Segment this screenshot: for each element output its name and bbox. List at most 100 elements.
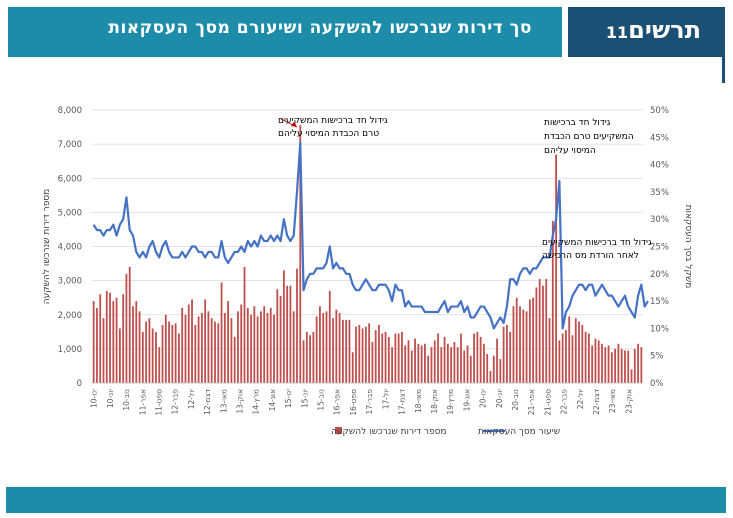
bar: [171, 324, 174, 383]
x-tick-label: פבר-12: [171, 389, 180, 415]
header-accent: [722, 57, 725, 83]
bar: [178, 333, 180, 383]
bar: [368, 323, 371, 383]
bar: [427, 355, 430, 383]
bar: [492, 355, 495, 383]
bar: [191, 299, 193, 383]
bar: [525, 311, 528, 383]
bar: [446, 343, 449, 383]
y-right-tick-label: 35%: [650, 188, 669, 198]
bar: [374, 330, 377, 383]
bar: [197, 316, 200, 383]
x-tick-label: ינו-15: [284, 389, 293, 408]
bar: [92, 301, 95, 383]
x-tick-label: ספט-16: [349, 389, 358, 416]
x-tick-label: דצמ-22: [592, 389, 601, 415]
bar: [214, 321, 216, 383]
bar: [538, 278, 541, 383]
bar: [594, 338, 597, 383]
chart-number-value: 11: [605, 23, 629, 42]
bar: [371, 342, 374, 383]
chart-number-box: תרשים11: [568, 7, 725, 57]
bar: [443, 336, 446, 383]
bar: [328, 290, 331, 383]
x-tick-label: יונ-20: [495, 389, 504, 408]
x-tick-label: אוג-19: [462, 389, 471, 411]
bar: [509, 331, 512, 383]
bar: [138, 311, 141, 383]
y-right-tick-label: 20%: [650, 270, 669, 280]
y-left-tick-label: 3,000: [58, 277, 82, 287]
bar: [364, 326, 367, 383]
bar: [512, 306, 515, 383]
legend: שיעור מסך העסקאות מספר דירות שנרכשו להשקע…: [331, 427, 560, 437]
annotation-text: לאחר הורדת מס הרכישה: [542, 251, 639, 261]
x-tick-label: דצמ-17: [398, 389, 407, 415]
bar: [194, 324, 197, 383]
bar: [184, 314, 187, 383]
bar: [384, 331, 387, 383]
bar: [315, 316, 318, 383]
bar: [263, 306, 266, 383]
annotation-text: גידול חד ברכישות המשקיעים: [542, 238, 652, 248]
y-right-tick-label: 40%: [650, 161, 669, 171]
bar: [401, 331, 403, 383]
legend-line-label: שיעור מסך העסקאות: [478, 427, 560, 437]
bar: [151, 328, 154, 383]
line-series: [92, 141, 649, 330]
bar: [273, 314, 275, 383]
bar: [397, 333, 400, 383]
bar: [551, 220, 554, 383]
bar: [532, 297, 535, 383]
bar: [187, 304, 190, 383]
bar: [574, 318, 577, 383]
y-right-tick-label: 0%: [650, 379, 664, 389]
bar: [207, 311, 210, 383]
y-left-tick-label: 2,000: [58, 311, 82, 321]
bar: [230, 318, 233, 383]
bar: [456, 347, 459, 383]
bar: [565, 330, 567, 383]
y-right-tick-label: 50%: [650, 106, 669, 116]
bar: [161, 324, 164, 383]
bar: [299, 125, 302, 383]
bar-series: [92, 125, 643, 383]
bar: [558, 340, 561, 383]
bar: [253, 306, 256, 383]
investment-share-line: [92, 141, 649, 330]
page-title: סך דירות שנרכשו להשקעה ושיעורם מסך העסקא…: [108, 18, 532, 38]
bar: [105, 290, 108, 383]
x-tick-label: אפר-16: [333, 389, 342, 415]
y-left-tick-label: 0: [77, 379, 82, 389]
bar: [312, 331, 315, 383]
bar: [135, 301, 138, 383]
bar: [473, 333, 475, 383]
y-left-tick-label: 1,000: [58, 345, 82, 355]
bar: [276, 289, 279, 383]
y-right-tick-label: 25%: [650, 243, 669, 253]
bar: [423, 343, 426, 383]
x-tick-label: מרץ-19: [446, 389, 455, 415]
y-left-tick-label: 5,000: [58, 208, 82, 218]
bar: [112, 301, 115, 383]
bar: [148, 318, 151, 383]
bar: [358, 324, 361, 383]
bar: [578, 321, 580, 383]
bar: [345, 319, 348, 383]
y-right-tick-label: 15%: [650, 297, 669, 307]
bar: [250, 314, 252, 383]
bar: [548, 318, 551, 383]
bar: [260, 311, 262, 383]
y-right-tick-label: 30%: [650, 215, 669, 225]
bar: [361, 328, 364, 383]
bar: [355, 326, 357, 383]
footer-bar: [6, 487, 726, 513]
bar: [155, 331, 157, 383]
x-tick-label: אוק-18: [430, 389, 439, 414]
bar: [568, 316, 571, 383]
x-tick-label: נוב-20: [511, 389, 520, 411]
bar: [640, 347, 643, 383]
bar: [519, 306, 521, 383]
x-tick-label: אוק-23: [624, 389, 633, 414]
